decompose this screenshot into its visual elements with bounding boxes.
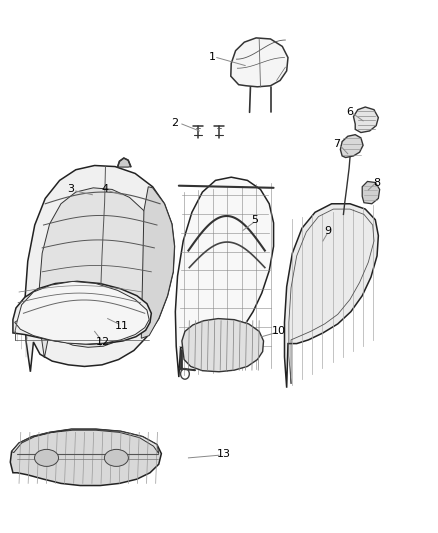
Text: 9: 9 xyxy=(325,226,332,236)
Text: 13: 13 xyxy=(217,449,231,458)
Ellipse shape xyxy=(35,449,59,466)
Polygon shape xyxy=(285,204,378,387)
Text: 4: 4 xyxy=(101,184,108,195)
Polygon shape xyxy=(14,281,149,344)
Text: 6: 6 xyxy=(346,107,353,117)
Polygon shape xyxy=(353,107,378,133)
Ellipse shape xyxy=(104,449,128,466)
Text: 5: 5 xyxy=(251,215,258,225)
Polygon shape xyxy=(39,188,158,358)
Text: 8: 8 xyxy=(374,177,381,188)
Text: 2: 2 xyxy=(171,118,178,128)
Polygon shape xyxy=(12,429,159,454)
Polygon shape xyxy=(362,181,380,204)
Text: 7: 7 xyxy=(333,139,340,149)
Polygon shape xyxy=(175,177,274,377)
Text: 3: 3 xyxy=(67,184,74,195)
Polygon shape xyxy=(118,158,131,167)
Text: 12: 12 xyxy=(96,337,110,347)
Polygon shape xyxy=(182,319,264,372)
Polygon shape xyxy=(141,187,174,338)
Text: 11: 11 xyxy=(115,321,129,331)
Polygon shape xyxy=(231,38,288,87)
Polygon shape xyxy=(25,165,174,372)
Text: 1: 1 xyxy=(209,52,216,61)
Polygon shape xyxy=(340,135,363,158)
Polygon shape xyxy=(11,429,161,486)
Text: 10: 10 xyxy=(272,326,286,336)
Polygon shape xyxy=(13,281,151,344)
